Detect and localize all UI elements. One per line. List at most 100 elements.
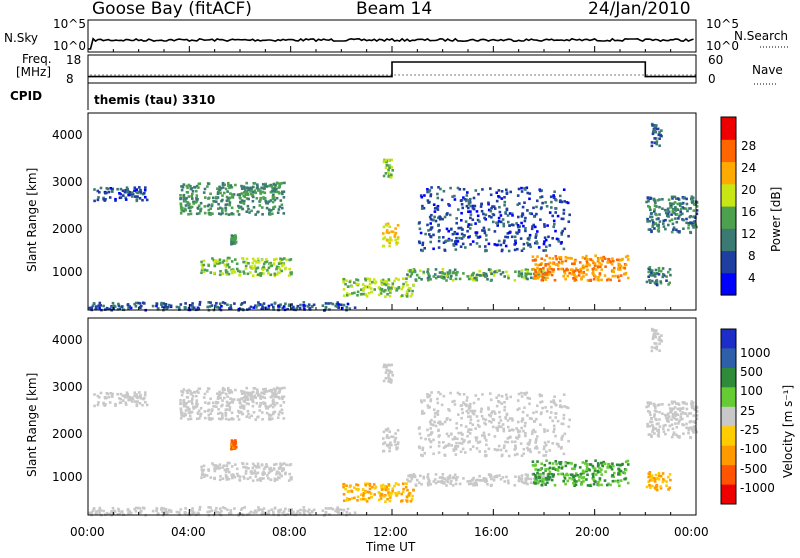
velocity-echo-cell: [504, 449, 508, 453]
velocity-echo-cell: [127, 511, 130, 515]
power-echo-cell: [138, 305, 142, 309]
power-echo-cell: [254, 213, 257, 216]
velocity-echo-cell: [240, 392, 244, 395]
power-echo-cell: [472, 196, 476, 200]
power-echo-cell: [389, 236, 392, 239]
velocity-echo-cell: [296, 509, 300, 513]
velocity-ylabel: Slant Range [km]: [25, 373, 39, 477]
velocity-echo-cell: [385, 434, 389, 437]
velocity-echo-cell: [505, 396, 509, 399]
power-echo-cell: [383, 282, 386, 286]
power-echo-cell: [393, 279, 396, 283]
power-echo-cell: [432, 233, 435, 237]
velocity-echo-cell: [198, 417, 201, 420]
velocity-echo-cell: [503, 444, 506, 447]
power-echo-cell: [469, 204, 473, 208]
velocity-echo-cell: [666, 412, 670, 416]
velocity-echo-cell: [469, 421, 472, 425]
power-echo-cell: [624, 263, 628, 267]
velocity-echo-cell: [545, 410, 549, 413]
velocity-echo-cell: [564, 461, 568, 464]
power-echo-cell: [672, 226, 676, 229]
velocity-echo-cell: [405, 495, 409, 498]
velocity-echo-cell: [324, 510, 328, 514]
velocity-echo-cell: [180, 414, 183, 417]
velocity-echo-cell: [588, 468, 591, 472]
power-echo-cell: [215, 305, 219, 309]
velocity-echo-cell: [177, 511, 181, 514]
velocity-echo-cell: [476, 441, 480, 444]
power-echo-cell: [551, 257, 555, 260]
power-echo-cell: [253, 189, 257, 192]
velocity-echo-cell: [692, 407, 696, 410]
velocity-echo-cell: [137, 506, 140, 510]
velocity-colorbar-swatch: [721, 348, 736, 369]
power-echo-cell: [655, 124, 658, 127]
power-echo-cell: [245, 197, 249, 200]
power-echo-cell: [557, 240, 561, 243]
power-echo-cell: [121, 189, 125, 192]
power-echo-cell: [380, 283, 384, 286]
velocity-echo-cell: [652, 335, 655, 338]
power-echo-cell: [537, 263, 540, 267]
velocity-ytick-3000: 3000: [52, 380, 83, 394]
power-echo-cell: [91, 304, 95, 308]
power-echo-cell: [213, 272, 216, 275]
velocity-echo-cell: [554, 434, 557, 438]
velocity-echo-cell: [250, 391, 253, 395]
power-echo-cell: [198, 303, 201, 306]
velocity-echo-cell: [561, 434, 564, 438]
power-echo-cell: [296, 304, 300, 308]
power-echo-cell: [226, 190, 229, 193]
power-echo-cell: [648, 219, 651, 223]
velocity-echo-cell: [290, 476, 293, 479]
power-echo-cell: [344, 282, 347, 286]
power-echo-cell: [578, 261, 582, 264]
power-echo-cell: [385, 238, 389, 242]
velocity-echo-cell: [388, 443, 391, 447]
velocity-echo-cell: [647, 404, 650, 408]
velocity-echo-cell: [281, 463, 284, 466]
velocity-echo-cell: [498, 410, 501, 414]
power-echo-cell: [548, 256, 552, 260]
velocity-echo-cell: [368, 482, 372, 486]
velocity-echo-cell: [438, 422, 442, 426]
velocity-echo-cell: [207, 469, 210, 472]
velocity-echo-cell: [119, 397, 123, 401]
power-echo-cell: [209, 301, 212, 304]
velocity-echo-cell: [247, 467, 250, 470]
power-echo-cell: [506, 214, 510, 217]
velocity-echo-cell: [534, 478, 538, 481]
power-echo-cell: [249, 271, 252, 274]
velocity-echo-cell: [107, 395, 111, 399]
power-echo-cell: [651, 274, 654, 277]
power-echo-cell: [256, 257, 260, 261]
power-echo-cell: [224, 269, 228, 272]
power-echo-cell: [563, 270, 566, 273]
power-echo-cell: [111, 301, 115, 305]
power-echo-cell: [497, 189, 501, 192]
velocity-echo-cell: [532, 472, 535, 476]
power-echo-cell: [517, 274, 521, 278]
velocity-echo-cell: [279, 466, 283, 470]
velocity-echo-cell: [139, 393, 142, 397]
velocity-echo-cell: [581, 461, 585, 464]
power-echo-cell: [391, 284, 394, 288]
power-echo-cell: [647, 204, 650, 208]
velocity-echo-cell: [451, 400, 454, 403]
velocity-echo-cell: [447, 434, 450, 438]
velocity-echo-cell: [182, 398, 186, 402]
velocity-echo-cell: [555, 442, 559, 446]
velocity-echo-cell: [484, 450, 487, 453]
power-echo-cell: [279, 303, 282, 306]
velocity-echo-cell: [626, 459, 630, 463]
power-echo-cell: [558, 257, 562, 261]
velocity-echo-cell: [661, 403, 664, 406]
velocity-echo-cell: [202, 468, 206, 472]
velocity-echo-cell: [205, 474, 209, 477]
velocity-echo-cell: [597, 483, 600, 487]
power-echo-cell: [169, 304, 173, 308]
power-echo-cell: [585, 264, 588, 268]
velocity-echo-cell: [387, 376, 390, 379]
power-echo-cell: [594, 268, 598, 271]
